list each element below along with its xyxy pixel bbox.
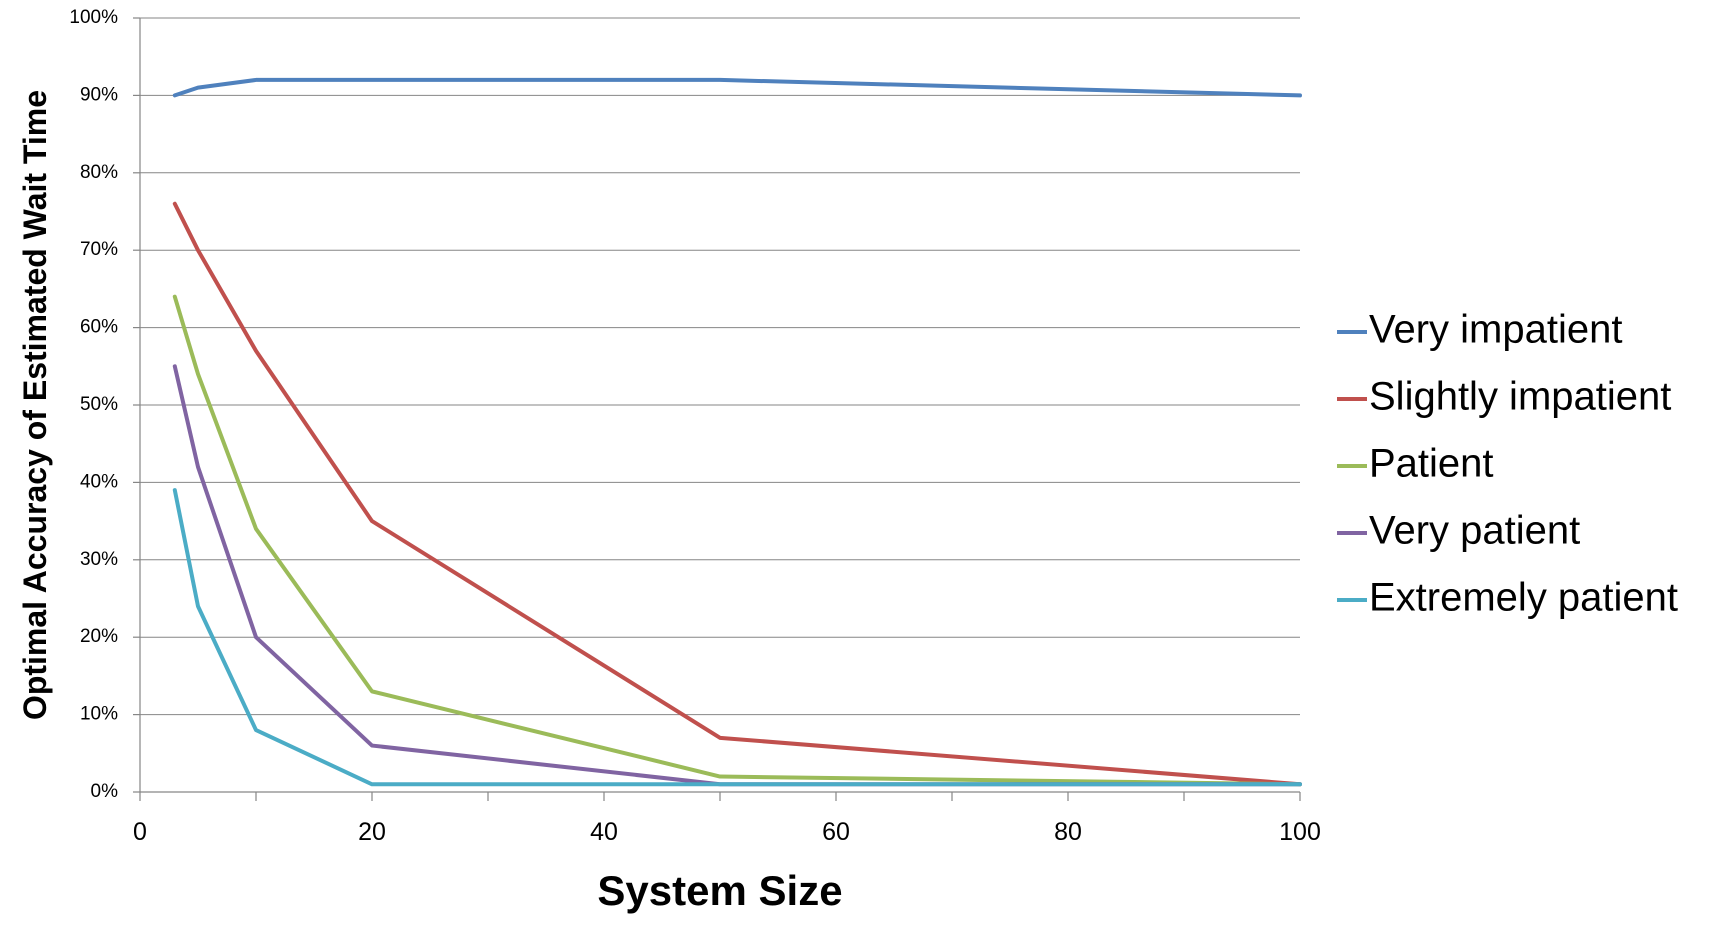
x-tick-labels: 0 20 40 60 80 100 (133, 818, 1321, 846)
series-line-very-patient (172, 364, 1302, 787)
x-axis-title: System Size (597, 867, 842, 914)
series-line-patient (172, 294, 1302, 787)
x-tick-label: 40 (590, 818, 618, 846)
legend-label: Very impatient (1369, 308, 1622, 352)
series-lines (172, 77, 1302, 787)
x-tick-label: 0 (133, 818, 147, 846)
y-tick-label: 30% (80, 549, 118, 570)
axes (133, 17, 1301, 801)
y-tick-label: 90% (80, 84, 118, 105)
series-line-extremely-patient (172, 488, 1302, 787)
legend-label: Very patient (1369, 509, 1580, 553)
series-line-slightly-impatient (172, 201, 1302, 787)
y-tick-label: 0% (91, 781, 119, 802)
legend-label: Extremely patient (1369, 576, 1678, 620)
y-tick-label: 40% (80, 471, 118, 492)
y-tick-label: 100% (69, 7, 118, 28)
y-tick-label: 80% (80, 162, 118, 183)
y-axis-title: Optimal Accuracy of Estimated Wait Time (17, 90, 53, 720)
legend: Very impatient Slightly impatient Patient V… (1337, 308, 1678, 620)
x-tick-label: 100 (1279, 818, 1321, 846)
legend-label: Patient (1369, 442, 1494, 486)
legend-label: Slightly impatient (1369, 375, 1671, 419)
y-tick-label: 50% (80, 394, 118, 415)
y-tick-label: 60% (80, 317, 118, 338)
x-tick-label: 80 (1054, 818, 1082, 846)
y-tick-label: 70% (80, 239, 118, 260)
y-tick-labels: 0% 10% 20% 30% 40% 50% 60% 70% 80% 90% 100% (69, 7, 118, 802)
y-tick-label: 20% (80, 626, 118, 647)
x-tick-label: 60 (822, 818, 850, 846)
y-tick-label: 10% (80, 704, 118, 725)
x-tick-label: 20 (358, 818, 386, 846)
series-line-very-impatient (172, 77, 1302, 98)
